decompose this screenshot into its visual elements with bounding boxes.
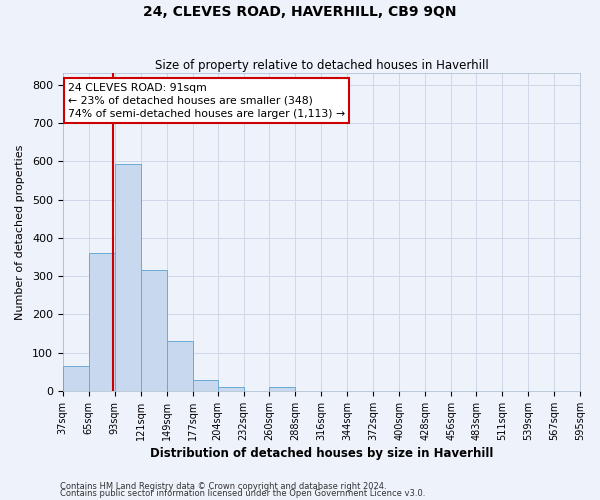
Bar <box>193 380 218 391</box>
X-axis label: Distribution of detached houses by size in Haverhill: Distribution of detached houses by size … <box>150 447 493 460</box>
Bar <box>140 270 167 391</box>
Bar <box>89 253 115 391</box>
Bar <box>63 366 89 391</box>
Text: 24 CLEVES ROAD: 91sqm
← 23% of detached houses are smaller (348)
74% of semi-det: 24 CLEVES ROAD: 91sqm ← 23% of detached … <box>68 82 345 119</box>
Text: 24, CLEVES ROAD, HAVERHILL, CB9 9QN: 24, CLEVES ROAD, HAVERHILL, CB9 9QN <box>143 5 457 19</box>
Bar <box>218 387 244 391</box>
Bar <box>167 341 193 391</box>
Bar <box>115 164 140 391</box>
Y-axis label: Number of detached properties: Number of detached properties <box>15 144 25 320</box>
Text: Contains public sector information licensed under the Open Government Licence v3: Contains public sector information licen… <box>60 490 425 498</box>
Text: Contains HM Land Registry data © Crown copyright and database right 2024.: Contains HM Land Registry data © Crown c… <box>60 482 386 491</box>
Bar <box>269 387 295 391</box>
Title: Size of property relative to detached houses in Haverhill: Size of property relative to detached ho… <box>155 59 488 72</box>
